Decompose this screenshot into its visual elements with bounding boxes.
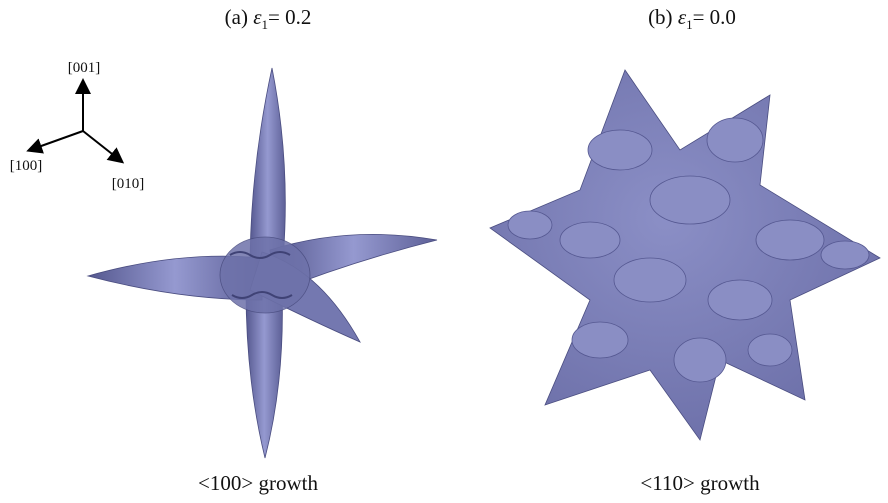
figure: (a) ε1= 0.2 (b) ε1= 0.0 [001] [100] [010… [0,0,888,503]
axes-triad [30,82,121,161]
dendrite-100 [88,68,437,458]
panel-title: (b) ε1= 0.0 [648,5,736,32]
axis-label: [001] [68,60,101,76]
dendrite-110 [490,70,880,440]
panel-label: (a) [225,5,254,29]
panel-caption: <100> growth [198,471,318,495]
value: = 0.2 [268,5,311,29]
panel-title: (a) ε1= 0.2 [225,5,312,32]
axis-label: [010] [112,176,145,192]
axis-label: [100] [10,158,43,174]
value: = 0.0 [693,5,736,29]
panel-caption: <110> growth [640,471,760,495]
panel-label: (b) [648,5,678,29]
